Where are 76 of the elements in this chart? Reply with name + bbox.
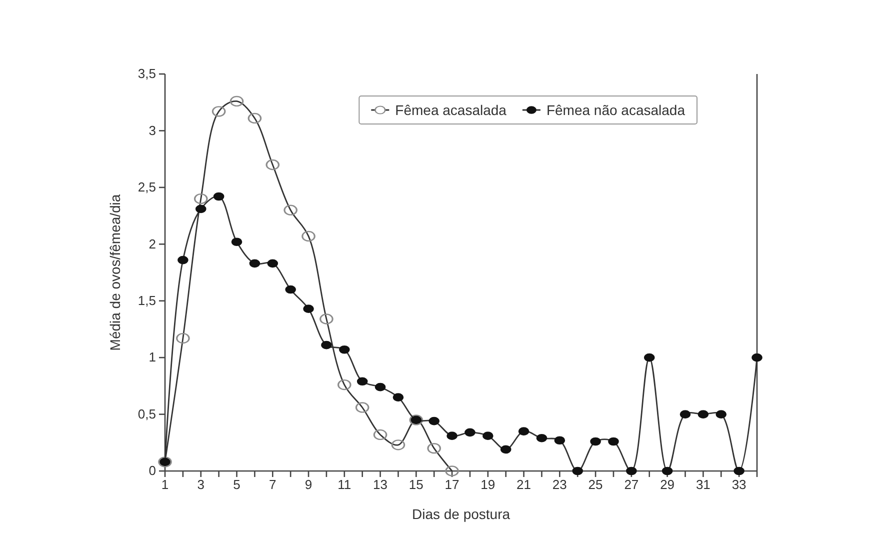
point bbox=[248, 112, 262, 124]
y-tick-label: 2,5 bbox=[138, 180, 156, 195]
point bbox=[698, 410, 709, 419]
x-tick-label: 17 bbox=[444, 477, 460, 492]
point bbox=[373, 429, 388, 440]
y-axis-title: Média de ovos/fêmea/dia bbox=[107, 194, 123, 351]
x-tick-label: 11 bbox=[338, 477, 352, 492]
point bbox=[302, 230, 316, 242]
x-tick-label: 23 bbox=[552, 477, 567, 492]
legend-label: Fêmea não acasalada bbox=[546, 102, 686, 118]
point bbox=[356, 402, 370, 413]
x-axis-title: Dias de postura bbox=[412, 506, 510, 522]
x-tick-label: 3 bbox=[197, 477, 204, 492]
point bbox=[249, 259, 260, 268]
point bbox=[608, 437, 619, 446]
point bbox=[231, 238, 242, 246]
legend-label: Fêmea acasalada bbox=[395, 102, 507, 118]
point bbox=[194, 193, 208, 204]
point bbox=[536, 434, 548, 442]
x-tick-label: 19 bbox=[480, 477, 496, 492]
point bbox=[445, 466, 459, 476]
x-tick-label: 33 bbox=[732, 477, 746, 492]
x-tick-label: 31 bbox=[696, 477, 710, 492]
x-tick-label: 29 bbox=[660, 477, 675, 492]
y-tick-label: 0 bbox=[148, 463, 156, 478]
point bbox=[518, 427, 530, 436]
point bbox=[554, 436, 565, 445]
y-tick-label: 2 bbox=[148, 236, 156, 252]
x-tick-label: 15 bbox=[408, 477, 424, 492]
point bbox=[500, 445, 512, 454]
point bbox=[267, 259, 278, 268]
point bbox=[176, 332, 190, 344]
y-tick-label: 3,5 bbox=[138, 66, 156, 82]
point bbox=[213, 192, 224, 201]
point bbox=[230, 96, 244, 107]
point bbox=[392, 393, 404, 402]
y-tick-label: 3 bbox=[148, 122, 156, 138]
y-tick-label: 0,5 bbox=[138, 406, 156, 422]
point bbox=[427, 442, 441, 454]
x-tick-label: 13 bbox=[373, 477, 388, 492]
point bbox=[590, 437, 601, 446]
y-tick-label: 1,5 bbox=[138, 293, 156, 308]
point bbox=[716, 410, 726, 419]
x-tick-label: 9 bbox=[304, 477, 312, 492]
point bbox=[357, 377, 368, 386]
point bbox=[339, 345, 350, 354]
point bbox=[662, 466, 673, 476]
point bbox=[428, 416, 440, 426]
point bbox=[734, 466, 744, 476]
point bbox=[374, 382, 386, 392]
point bbox=[446, 432, 458, 440]
y-tick-label: 1 bbox=[148, 350, 156, 365]
point bbox=[391, 440, 406, 450]
x-tick-label: 27 bbox=[624, 477, 639, 492]
point bbox=[626, 466, 637, 476]
point bbox=[752, 353, 762, 362]
x-tick-label: 25 bbox=[588, 477, 603, 492]
x-tick-label: 7 bbox=[269, 477, 276, 492]
point bbox=[303, 304, 314, 314]
point bbox=[321, 340, 332, 350]
point bbox=[320, 314, 334, 324]
x-tick-label: 21 bbox=[516, 477, 532, 492]
point bbox=[644, 353, 655, 362]
point bbox=[482, 432, 494, 440]
point bbox=[338, 379, 352, 390]
point bbox=[572, 466, 583, 476]
point bbox=[464, 428, 476, 437]
point bbox=[212, 106, 226, 117]
x-tick-label: 1 bbox=[161, 477, 169, 492]
point bbox=[680, 410, 691, 419]
point bbox=[266, 159, 280, 170]
point bbox=[285, 285, 296, 294]
point bbox=[196, 204, 206, 214]
x-tick-label: 5 bbox=[233, 477, 240, 492]
point bbox=[178, 256, 188, 264]
point bbox=[284, 204, 298, 216]
